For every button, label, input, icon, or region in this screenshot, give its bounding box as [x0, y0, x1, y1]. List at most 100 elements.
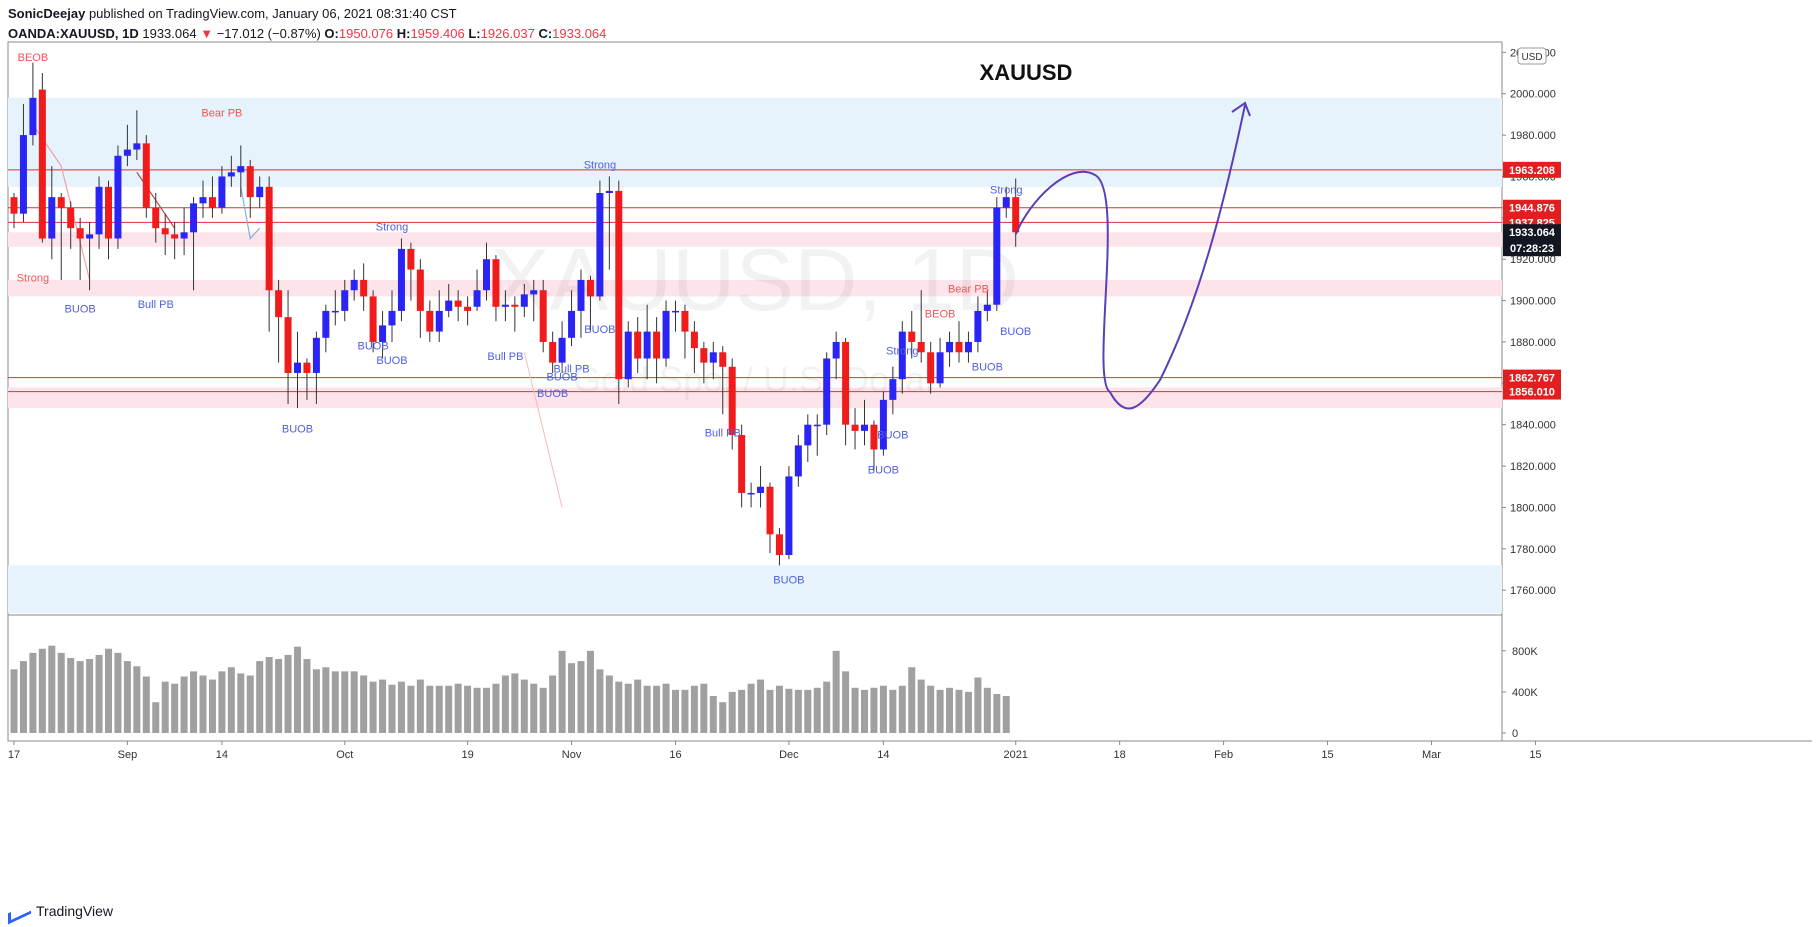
volume-bar-35: [341, 671, 349, 733]
volume-bar-18: [180, 676, 188, 733]
candle-body-25: [246, 166, 254, 198]
volume-bar-63: [605, 675, 613, 733]
x-tick-label-10: 18: [1114, 749, 1126, 761]
volume-bar-46: [445, 685, 453, 733]
volume-bar-72: [690, 685, 698, 733]
candle-body-19: [190, 203, 198, 233]
brand-name[interactable]: TradingView: [36, 903, 114, 919]
y-tick-label-3: 1820.000: [1510, 461, 1556, 473]
volume-bar-54: [520, 679, 528, 733]
candle-body-40: [388, 310, 396, 326]
volume-bar-67: [643, 685, 651, 733]
volume-bar-52: [501, 675, 509, 733]
x-tick-label-9: 2021: [1003, 749, 1027, 761]
volume-bar-68: [653, 685, 661, 733]
candle-body-13: [133, 143, 141, 150]
price-level-tag-0: [1503, 161, 1561, 178]
volume-bar-38: [369, 681, 377, 733]
candle-body-84: [804, 424, 812, 446]
candle-body-2: [29, 97, 37, 136]
volume-bar-36: [350, 671, 358, 733]
signal-label-22: BUOB: [972, 361, 1003, 373]
candle-body-106: [1012, 197, 1020, 233]
projection-arrowhead-icon: [1231, 101, 1251, 117]
volume-bar-84: [804, 689, 812, 733]
volume-bar-2: [29, 652, 37, 733]
volume-bar-94: [898, 685, 906, 733]
x-tick-label-12: 15: [1321, 749, 1333, 761]
candle-body-35: [341, 290, 349, 311]
signal-label-23: Strong: [990, 184, 1022, 196]
candle-body-65: [624, 331, 632, 380]
price-level-label-1: 1944.876: [1509, 203, 1555, 215]
signal-label-1: Strong: [17, 272, 49, 284]
high-label: H:: [396, 26, 411, 41]
candle-body-88: [842, 341, 850, 425]
signal-label-12: Bull PB: [554, 363, 590, 375]
candle-body-75: [719, 352, 727, 367]
candle-body-103: [983, 304, 991, 311]
author-name[interactable]: SonicDeejay: [8, 6, 86, 21]
candle-body-62: [596, 193, 604, 297]
volume-bar-70: [672, 689, 679, 733]
candle-body-8: [86, 234, 94, 239]
volume-bar-14: [142, 676, 150, 733]
signal-label-8: BUOB: [376, 355, 407, 367]
close-label: C:: [538, 26, 553, 41]
signal-label-5: BUOB: [282, 423, 313, 435]
volume-bar-62: [596, 669, 604, 733]
volume-bar-5: [57, 652, 65, 733]
candle-body-37: [360, 279, 368, 297]
volume-bar-79: [757, 679, 765, 733]
y-tick-label-1: 1780.000: [1510, 544, 1556, 556]
candle-body-43: [416, 269, 424, 311]
candle-body-6: [67, 207, 75, 229]
signal-label-13: Strong: [584, 159, 616, 171]
publish-info: SonicDeejay published on TradingView.com…: [8, 6, 457, 21]
x-tick-label-2: 14: [216, 749, 228, 761]
signal-label-3: Bull PB: [138, 299, 174, 311]
volume-bar-15: [152, 702, 160, 733]
volume-bar-20: [199, 675, 207, 733]
volume-bar-82: [785, 688, 793, 733]
candle-body-93: [889, 379, 897, 400]
candle-body-83: [794, 445, 802, 477]
volume-bar-43: [416, 679, 424, 733]
volume-bar-21: [208, 679, 216, 733]
y-tick-label-2: 1800.000: [1510, 502, 1556, 514]
candle-body-31: [303, 362, 311, 373]
candle-body-76: [728, 366, 736, 436]
candle-body-92: [879, 399, 887, 450]
x-tick-label-0: 17: [8, 749, 20, 761]
price-level-tag-3: [1503, 369, 1561, 386]
signal-label-17: BUOB: [868, 465, 899, 477]
candle-body-26: [256, 186, 264, 198]
signal-label-0: BEOB: [18, 52, 49, 64]
candle-body-36: [350, 279, 358, 291]
symbol-label: OANDA:XAUUSD, 1D: [8, 26, 139, 41]
y-tick-label-4: 1840.000: [1510, 420, 1556, 432]
volume-bar-11: [114, 652, 122, 733]
volume-bar-26: [256, 661, 264, 733]
candle-body-48: [464, 306, 472, 311]
candle-body-105: [1002, 197, 1010, 208]
volume-bar-42: [407, 685, 415, 733]
signal-label-24: BUOB: [1000, 326, 1031, 338]
candle-body-24: [237, 166, 245, 173]
vol-tick-label-1: 400K: [1512, 687, 1538, 699]
price-level-label-4: 1856.010: [1509, 387, 1555, 399]
candle-body-94: [898, 331, 906, 380]
candle-body-3: [38, 89, 46, 239]
signal-label-20: BEOB: [925, 308, 956, 320]
candle-body-67: [643, 331, 651, 359]
volume-bar-89: [851, 687, 859, 733]
candle-body-30: [294, 362, 301, 373]
volume-bar-45: [435, 685, 443, 733]
volume-bar-58: [558, 650, 566, 733]
volume-bar-48: [464, 685, 472, 733]
volume-bar-97: [927, 685, 935, 733]
x-tick-label-1: Sep: [118, 749, 138, 761]
candle-body-32: [312, 337, 320, 373]
candle-body-91: [870, 424, 878, 450]
